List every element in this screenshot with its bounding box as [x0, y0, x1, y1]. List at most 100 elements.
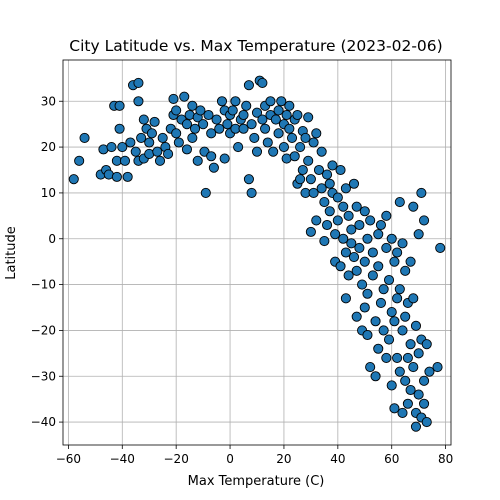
y-axis-label: Latitude	[4, 226, 19, 280]
data-point	[270, 114, 281, 125]
data-point	[171, 128, 182, 139]
x-tick-label: −60	[56, 452, 81, 466]
data-point	[130, 146, 141, 157]
data-point	[365, 215, 376, 226]
data-point	[362, 233, 373, 244]
data-point	[133, 77, 144, 88]
data-point	[249, 132, 260, 143]
data-point	[206, 151, 217, 162]
data-point	[276, 96, 287, 107]
data-point	[181, 144, 192, 155]
y-tick-label: 30	[41, 94, 56, 108]
data-point	[359, 256, 370, 267]
data-point	[330, 229, 341, 240]
data-point	[367, 270, 378, 281]
data-point	[152, 146, 163, 157]
data-point	[114, 100, 125, 111]
data-point	[373, 343, 384, 354]
data-point	[397, 325, 408, 336]
data-point	[308, 137, 319, 148]
data-point	[251, 107, 263, 118]
data-point	[373, 261, 384, 272]
plot-frame	[62, 59, 452, 446]
data-point	[419, 398, 430, 409]
data-point	[216, 96, 228, 107]
y-tick-label: −10	[31, 278, 56, 292]
data-point	[187, 132, 198, 143]
data-point	[117, 142, 128, 153]
data-point	[370, 316, 381, 327]
x-tick-label: 40	[330, 452, 345, 466]
x-axis-ticks: −60 −40 −20 0 20 40 60 80	[56, 445, 453, 466]
grid	[63, 60, 451, 445]
data-point	[195, 105, 206, 116]
data-point	[179, 91, 190, 102]
data-point	[419, 215, 430, 226]
data-point	[338, 201, 349, 212]
data-point	[408, 362, 419, 373]
data-point	[146, 128, 157, 139]
data-point	[119, 155, 131, 166]
data-point	[181, 119, 192, 130]
y-tick-label: −30	[31, 369, 56, 383]
data-point	[338, 233, 349, 244]
data-point	[149, 116, 160, 127]
data-point	[394, 284, 405, 295]
data-point	[295, 142, 306, 153]
data-point	[416, 187, 427, 198]
x-tick-label: −40	[110, 452, 135, 466]
data-point	[408, 293, 419, 304]
data-point	[389, 403, 400, 414]
data-point	[381, 210, 392, 221]
data-point	[394, 366, 405, 377]
data-point	[238, 123, 249, 134]
data-point	[241, 100, 252, 111]
data-point	[413, 348, 424, 359]
data-point	[408, 201, 419, 212]
data-point	[413, 389, 424, 400]
data-point	[187, 100, 198, 111]
data-point	[402, 398, 413, 409]
data-point	[138, 114, 149, 125]
data-point	[246, 187, 257, 198]
data-point	[168, 93, 179, 105]
data-point	[238, 109, 249, 121]
data-point	[243, 80, 254, 91]
data-point	[68, 174, 79, 185]
y-tick-label: 0	[48, 232, 56, 246]
data-point	[346, 238, 357, 249]
data-point	[324, 206, 335, 217]
data-point	[295, 174, 306, 185]
data-point	[300, 132, 311, 143]
data-point	[292, 109, 303, 121]
x-axis-label: Max Temperature (C)	[188, 474, 325, 489]
data-point	[322, 219, 333, 231]
data-point	[189, 123, 201, 134]
data-point	[346, 224, 357, 235]
data-point	[373, 229, 384, 240]
data-point	[122, 171, 133, 182]
data-point	[375, 219, 386, 231]
data-point	[311, 128, 322, 139]
data-point	[305, 226, 316, 237]
data-point	[268, 146, 279, 157]
data-point	[262, 137, 273, 148]
data-point	[203, 109, 214, 121]
data-point	[351, 311, 362, 322]
data-point	[386, 307, 397, 318]
data-point	[324, 178, 335, 189]
data-point	[313, 164, 325, 176]
data-point	[392, 352, 403, 363]
data-point	[332, 215, 343, 226]
data-point	[400, 311, 411, 322]
y-tick-label: 10	[41, 186, 56, 200]
data-point	[410, 320, 422, 331]
data-point	[260, 123, 271, 134]
x-tick-label: 0	[226, 452, 234, 466]
data-point	[343, 270, 354, 281]
data-point	[405, 339, 416, 350]
data-point	[397, 238, 408, 249]
data-point	[305, 174, 316, 185]
data-point	[343, 210, 354, 221]
data-point	[257, 114, 268, 125]
